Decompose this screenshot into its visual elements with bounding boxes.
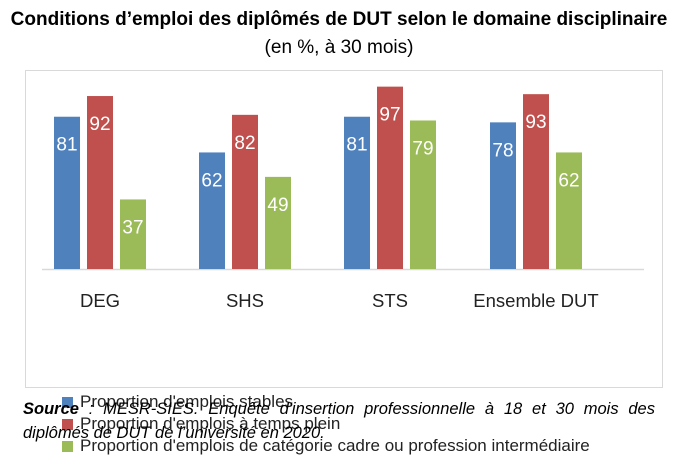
category-label: STS: [372, 290, 408, 311]
category-label: Ensemble DUT: [473, 290, 598, 311]
legend-item: Proportion d'emplois de catégorie cadre …: [62, 435, 590, 457]
legend-item: Proportion d'emplois à temps plein: [62, 413, 590, 435]
data-label: 62: [201, 170, 222, 191]
data-label: 62: [558, 170, 579, 191]
data-label: 49: [267, 195, 288, 216]
data-label: 79: [412, 138, 433, 159]
category-label: SHS: [226, 290, 264, 311]
source-text: : MESR-SIES. Enquête d'insertion profess…: [23, 400, 655, 442]
bar: [556, 152, 582, 269]
source-note: Source : MESR-SIES. Enquête d'insertion …: [23, 397, 655, 445]
chart-area: 81 92 37 DEG 62 82 49 SHS 81 97 79 STS 78 93 62 Ensembl…: [25, 70, 663, 455]
data-label: 78: [492, 140, 513, 161]
bar: [199, 152, 225, 269]
bar: [490, 122, 516, 269]
bar: [344, 116, 370, 269]
data-label: 97: [379, 105, 400, 126]
data-label: 37: [122, 217, 143, 238]
data-label: 82: [234, 133, 255, 154]
bar: [377, 86, 403, 269]
legend-label: Proportion d'emplois à temps plein: [80, 414, 341, 433]
legend-swatch: [62, 440, 73, 452]
bar: [87, 96, 113, 269]
bar: [523, 94, 549, 269]
legend-label: Proportion d'emplois stables: [80, 392, 294, 411]
bar: [265, 176, 291, 269]
legend-item: Proportion d'emplois stables: [62, 391, 590, 413]
bar: [232, 114, 258, 269]
bar: [54, 116, 80, 269]
data-label: 81: [56, 135, 77, 156]
legend-label: Proportion d'emplois de catégorie cadre …: [80, 436, 590, 455]
bar-chart: 81 92 37 DEG 62 82 49 SHS 81 97 79 STS 78 93 62 Ensembl…: [42, 86, 644, 311]
data-label: 93: [525, 112, 546, 133]
source-label: Source: [23, 400, 79, 418]
data-label: 81: [346, 135, 367, 156]
chart-title-unit: (en %, à 30 mois): [264, 37, 414, 58]
legend-swatch: [62, 418, 73, 430]
data-label: 92: [89, 114, 110, 135]
category-label: DEG: [80, 290, 120, 311]
chart-title-main: Conditions d’emploi des diplômés de DUT …: [10, 9, 668, 30]
chart-title: Conditions d’emploi des diplômés de DUT …: [0, 6, 678, 62]
bar: [120, 199, 146, 269]
legend-swatch: [62, 396, 73, 408]
legend: Proportion d'emplois stables Proportion d…: [62, 391, 590, 457]
bar: [410, 120, 436, 269]
